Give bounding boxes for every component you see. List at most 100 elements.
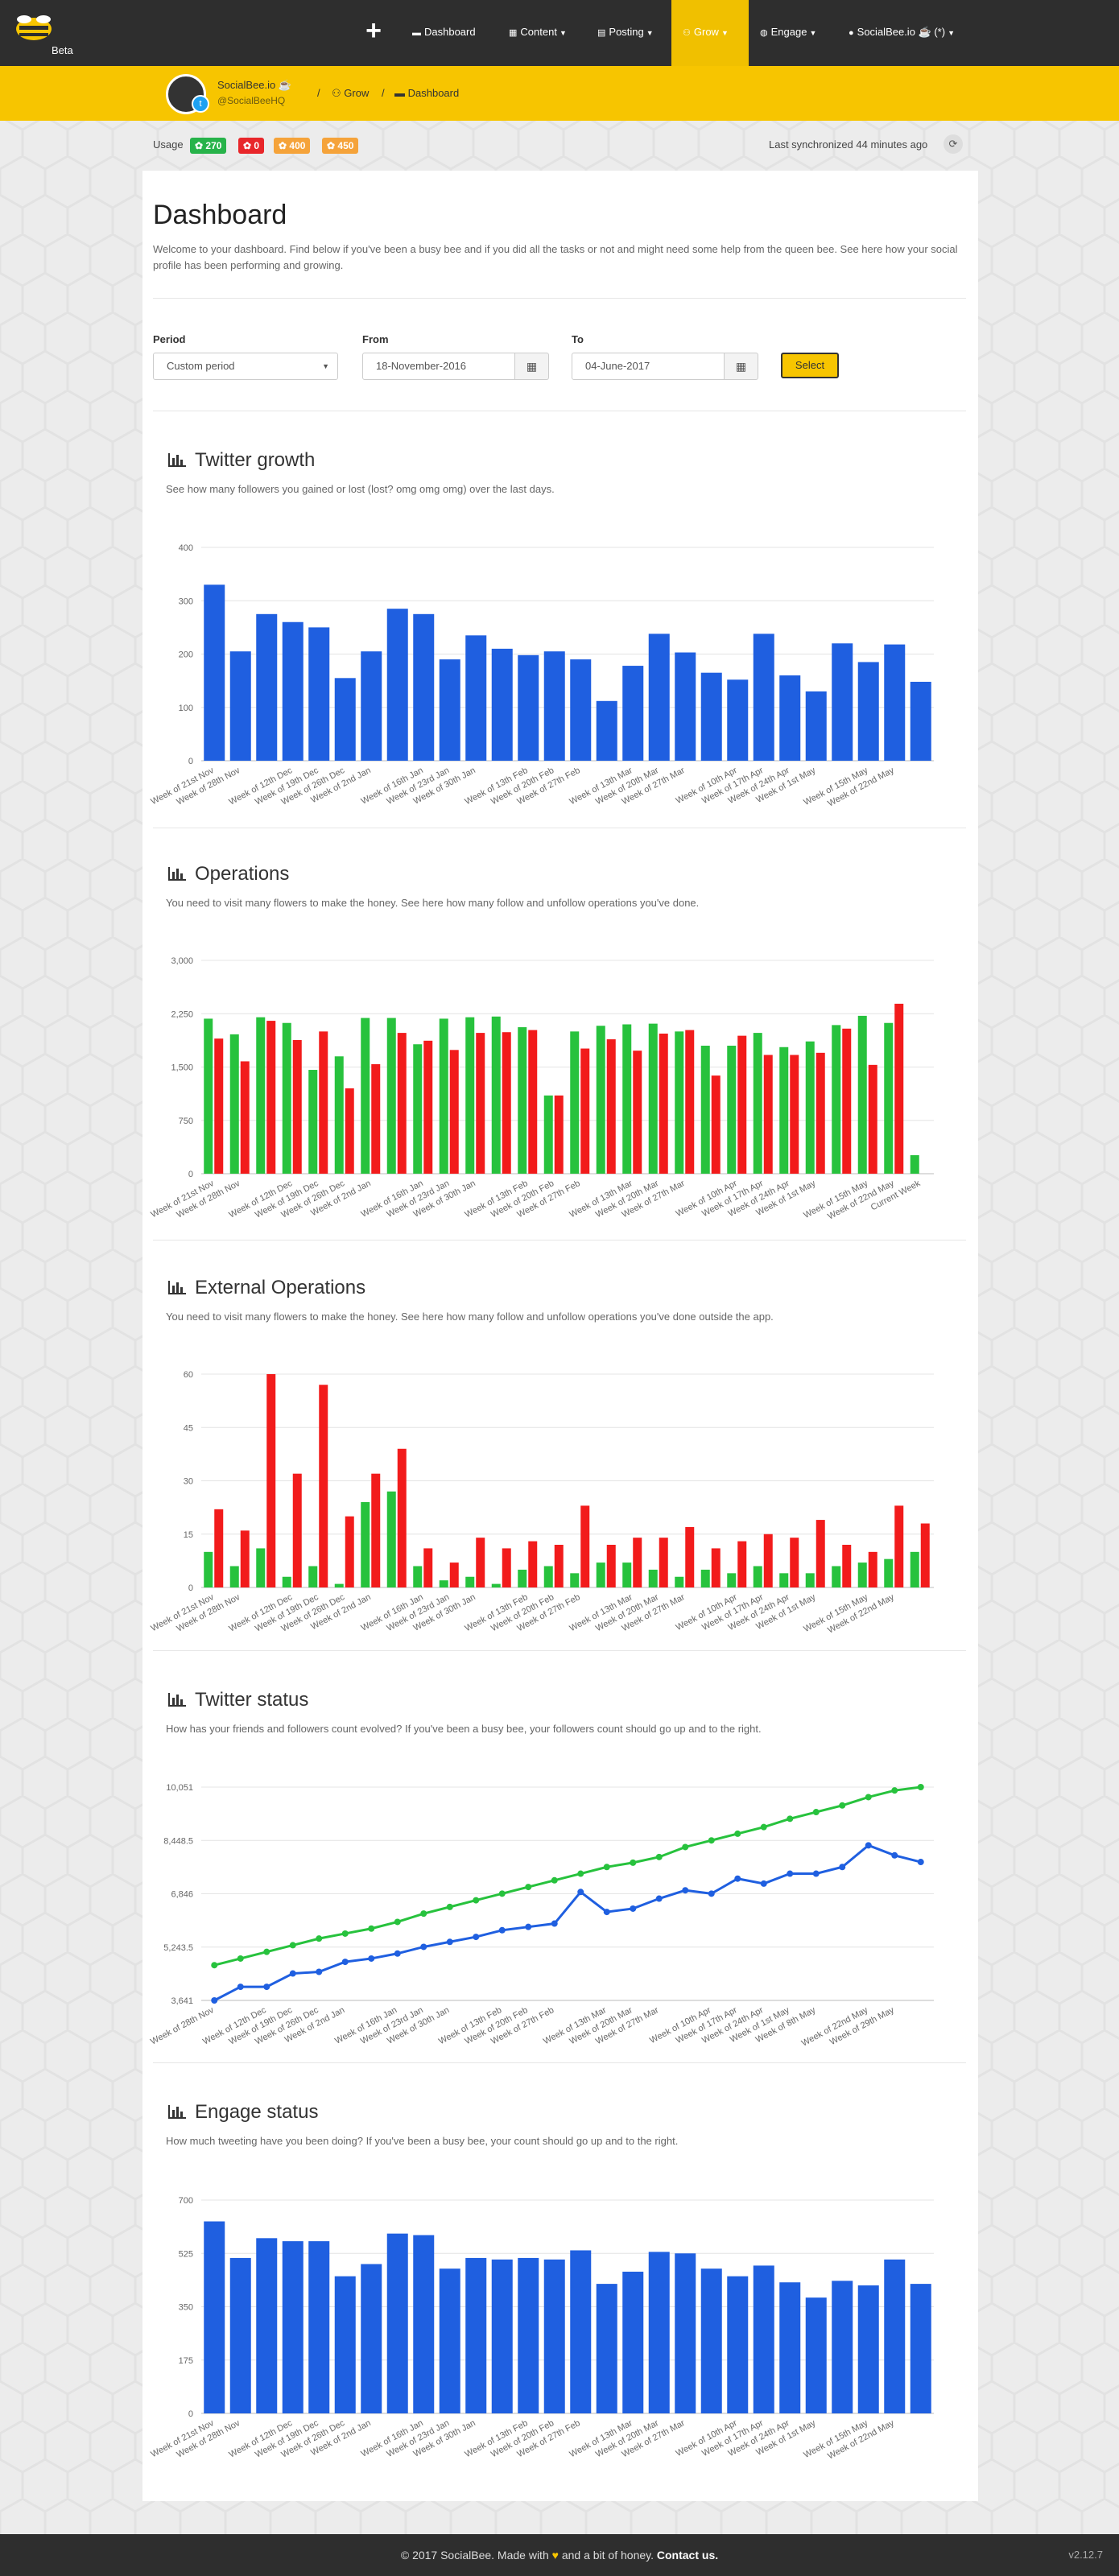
bar <box>543 1566 553 1587</box>
bar <box>842 1545 852 1587</box>
bar <box>491 648 513 761</box>
bar <box>256 613 278 761</box>
bar <box>502 1548 511 1587</box>
bar <box>528 1541 538 1587</box>
top-navbar: Beta + ▬ Dashboard ▦ Content ▼ ▤ Posting ▼ ⚇ G… <box>0 0 1119 66</box>
breadcrumb-grow[interactable]: ⚇ Grow <box>332 87 369 100</box>
period-select[interactable]: Custom period ▼ <box>153 353 338 380</box>
bar <box>386 2233 408 2413</box>
bar <box>423 1040 433 1174</box>
nav-account[interactable]: ● SocialBee.io ☕ (*) ▼ <box>849 0 955 66</box>
twitter-growth-description: See how many followers you gained or los… <box>166 483 555 495</box>
footer: © 2017 SocialBee. Made with ♥ and a bit … <box>0 2534 1119 2576</box>
page-description: Welcome to your dashboard. Find below if… <box>153 243 958 271</box>
bar <box>910 2284 931 2413</box>
y-tick-label: 0 <box>188 757 193 766</box>
external-operations-title: External Operations <box>167 1277 365 1301</box>
bar <box>319 1385 328 1587</box>
select-button[interactable]: Select <box>781 353 839 378</box>
data-point <box>655 1895 663 1902</box>
y-tick-label: 0 <box>188 1170 193 1179</box>
y-tick-label: 10,051 <box>166 1783 193 1793</box>
bar <box>518 1569 527 1587</box>
bar <box>832 1566 841 1587</box>
bar <box>282 2241 303 2413</box>
bar <box>596 2284 617 2413</box>
nav-grow[interactable]: ⚇ Grow ▼ <box>671 0 749 66</box>
calendar-icon[interactable]: ▦ <box>725 353 758 380</box>
data-point <box>917 1859 924 1866</box>
breadcrumb-dashboard-label: Dashboard <box>407 87 460 99</box>
divider <box>153 298 966 299</box>
bar <box>292 1039 302 1174</box>
bar <box>449 1050 459 1174</box>
external-operations-title-text: External Operations <box>195 1277 366 1298</box>
chevron-down-icon: ▼ <box>809 29 817 37</box>
bar <box>868 1551 877 1587</box>
bar <box>779 1046 789 1174</box>
contact-us-link[interactable]: Contact us. <box>656 2549 719 2562</box>
bar <box>648 1023 658 1174</box>
data-point <box>525 1884 532 1891</box>
refresh-icon[interactable]: ⟳ <box>944 134 963 154</box>
nav-engage[interactable]: ◍ Engage ▼ <box>760 0 816 66</box>
y-tick-label: 700 <box>179 2196 193 2206</box>
footer-copyright: © 2017 SocialBee. Made with <box>400 2549 549 2562</box>
chevron-down-icon: ▼ <box>322 362 329 370</box>
bar <box>753 2265 774 2413</box>
nav-dashboard[interactable]: ▬ Dashboard <box>412 0 476 66</box>
heart-icon: ♥ <box>551 2549 559 2562</box>
data-point <box>734 1830 741 1837</box>
bar <box>753 634 774 761</box>
bar <box>386 1018 396 1174</box>
grow-icon: ⚇ <box>683 28 691 38</box>
add-post-button[interactable]: + <box>365 15 382 46</box>
bar <box>491 1016 501 1174</box>
y-tick-label: 200 <box>179 650 193 660</box>
bar <box>528 1030 538 1174</box>
from-date-input[interactable]: 18-November-2016 <box>362 353 515 380</box>
nav-posting[interactable]: ▤ Posting ▼ <box>597 0 654 66</box>
bar <box>606 1545 616 1587</box>
bar <box>371 1063 381 1174</box>
bar <box>857 1015 867 1174</box>
bar <box>832 643 853 761</box>
data-point <box>603 1909 610 1916</box>
nav-content[interactable]: ▦ Content ▼ <box>509 0 567 66</box>
account-name: SocialBee.io ☕ <box>217 79 292 91</box>
grow-icon: ⚇ <box>332 87 341 99</box>
to-date-input[interactable]: 04-June-2017 <box>572 353 725 380</box>
data-point <box>603 1864 610 1871</box>
bar <box>439 659 460 761</box>
bar <box>570 659 592 761</box>
bar <box>476 1033 485 1174</box>
bar <box>465 635 487 761</box>
data-point <box>839 1802 846 1809</box>
y-tick-label: 8,448.5 <box>163 1836 193 1846</box>
divider <box>153 1240 966 1241</box>
bar <box>204 1018 213 1174</box>
calendar-icon[interactable]: ▦ <box>515 353 549 380</box>
bar <box>371 1473 381 1587</box>
bar <box>345 1516 354 1587</box>
socialbee-logo-icon[interactable] <box>11 11 56 56</box>
bar <box>805 691 827 761</box>
bar <box>334 1583 344 1587</box>
bar <box>790 1538 799 1587</box>
bar <box>596 1026 605 1174</box>
bar <box>842 1028 852 1174</box>
avatar[interactable] <box>166 74 206 114</box>
bar <box>334 1056 344 1174</box>
y-tick-label: 60 <box>184 1370 193 1380</box>
bar <box>816 1520 825 1587</box>
bar <box>266 1021 276 1174</box>
bar <box>465 1017 475 1174</box>
y-tick-label: 300 <box>179 597 193 606</box>
data-point <box>630 1859 637 1866</box>
bar <box>700 2268 722 2413</box>
bar <box>763 1055 773 1174</box>
bar <box>633 1538 642 1587</box>
bar <box>648 2252 670 2413</box>
y-tick-label: 5,243.5 <box>163 1943 193 1953</box>
bar <box>229 1034 239 1174</box>
